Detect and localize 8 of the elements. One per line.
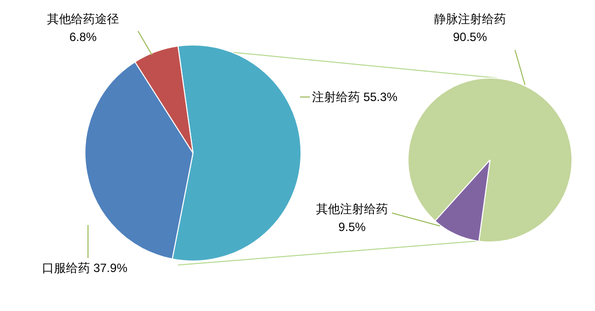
data-label: 9.5% — [337, 219, 367, 236]
slice-label: 其他给药途径 — [47, 11, 119, 28]
slice-label: 其他注射给药 — [316, 201, 388, 218]
slice-label: 注射给药 55.3% — [312, 89, 398, 106]
slice-label: 口服给药 37.9% — [42, 260, 128, 277]
data-label: 6.8% — [68, 29, 98, 46]
slice-label: 静脉注射给药 — [434, 11, 506, 28]
data-label: 90.5% — [452, 29, 488, 46]
